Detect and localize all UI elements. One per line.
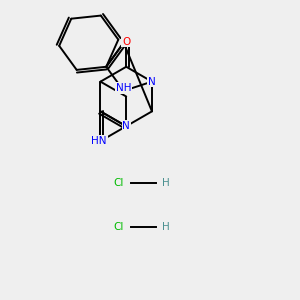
Text: Cl: Cl: [114, 222, 124, 232]
Text: N: N: [122, 121, 130, 131]
Text: H: H: [163, 222, 170, 232]
Text: HN: HN: [91, 136, 107, 146]
Text: H: H: [163, 178, 170, 188]
Text: N: N: [148, 76, 156, 87]
Text: O: O: [122, 37, 130, 46]
Text: Cl: Cl: [114, 178, 124, 188]
Text: NH: NH: [116, 83, 131, 93]
